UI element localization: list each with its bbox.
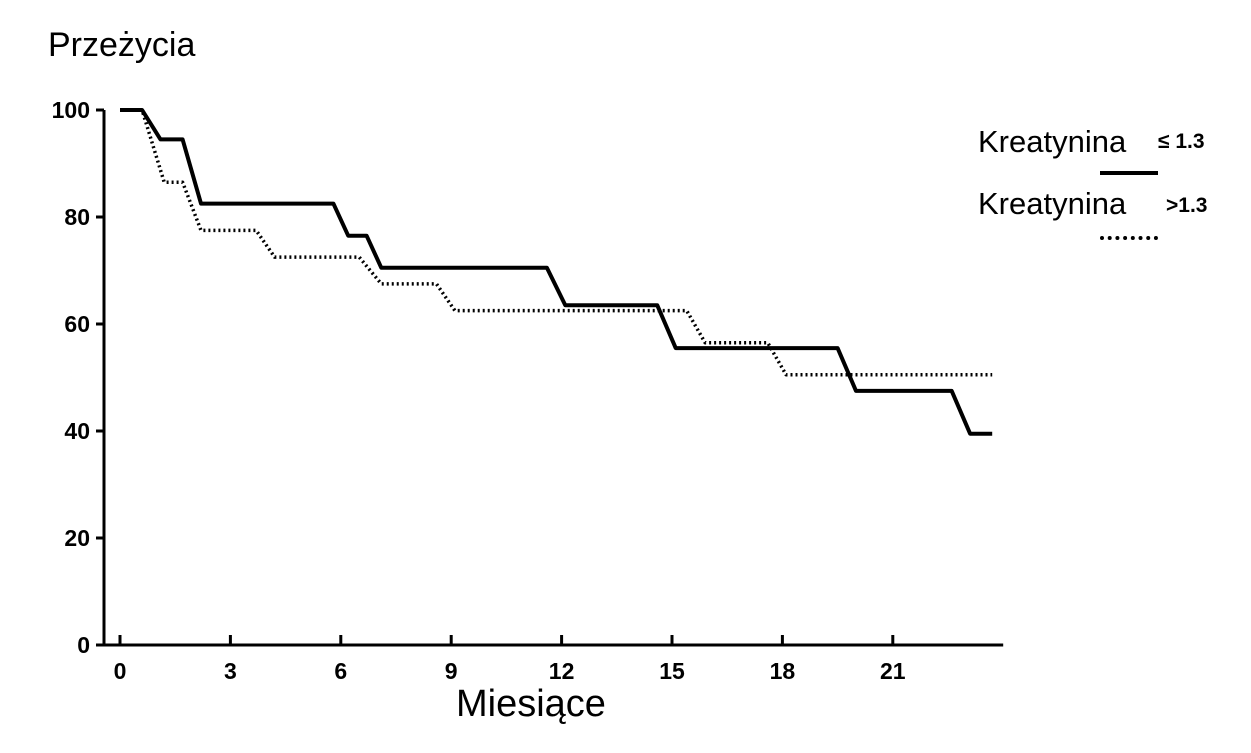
y-tick-label-40: 40: [64, 418, 90, 444]
y-tick-label-0: 0: [77, 632, 90, 658]
legend: Kreatynina ≤ 1.3 Kreatynina >1.3: [978, 124, 1248, 254]
series-layer: [120, 108, 993, 436]
legend-series-1-condition: ≤ 1.3: [1158, 130, 1205, 153]
x-tick-label-3: 3: [224, 658, 237, 684]
legend-series-2-name: Kreatynina: [978, 186, 1127, 221]
x-tick-label-6: 6: [334, 658, 347, 684]
axes: 0 20 40 60 80 100 0 3 6 9 12 15 18 21: [52, 97, 1004, 684]
legend-series-1-swatch: [1100, 171, 1158, 175]
x-tick-label-15: 15: [659, 658, 685, 684]
x-tick-label-0: 0: [114, 658, 127, 684]
x-axis-title: Miesiące: [456, 683, 606, 725]
y-tick-label-100: 100: [52, 97, 90, 123]
y-tick-label-80: 80: [64, 204, 90, 230]
x-tick-label-21: 21: [880, 658, 906, 684]
legend-series-2-swatch: [1100, 236, 1158, 240]
x-tick-label-9: 9: [445, 658, 458, 684]
y-tick-label-20: 20: [64, 525, 90, 551]
series-2-line: [120, 108, 993, 377]
y-tick-label-60: 60: [64, 311, 90, 337]
x-tick-label-12: 12: [549, 658, 575, 684]
legend-series-2-condition: >1.3: [1166, 194, 1208, 217]
x-tick-label-18: 18: [770, 658, 796, 684]
series-1-line: [120, 108, 993, 436]
legend-series-1-name: Kreatynina: [978, 124, 1127, 159]
y-axis-title: Przeżycia: [48, 26, 196, 64]
